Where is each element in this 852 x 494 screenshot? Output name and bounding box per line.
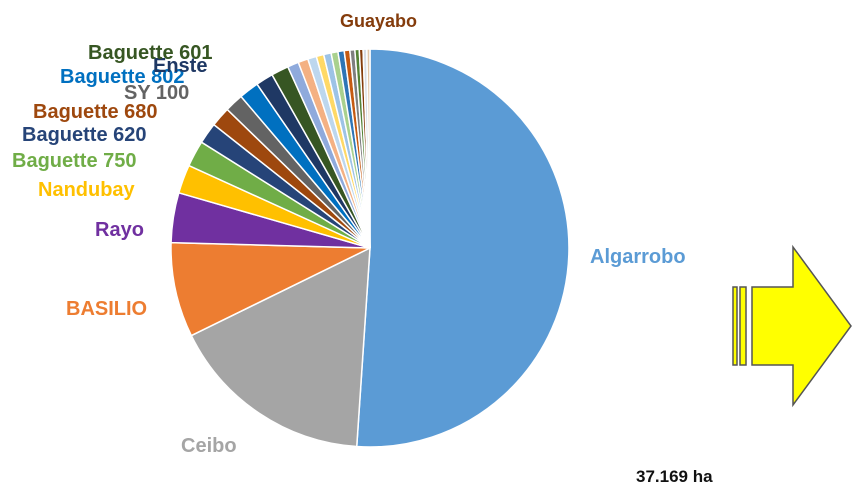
total-area-label: 37.169 ha	[636, 467, 713, 486]
slice-label-baguette-750: Baguette 750	[12, 150, 137, 172]
arrow-head	[751, 244, 852, 408]
slice-label-baguette-620: Baguette 620	[22, 124, 147, 146]
arrow-bar-2	[739, 286, 747, 366]
slice-label-baguette-680: Baguette 680	[33, 101, 158, 123]
slice-label-baguette-601: Baguette 601	[88, 42, 213, 64]
slice-label-baguette-802: Baguette 802	[60, 66, 185, 88]
pie-slice-unlabeled-24	[366, 48, 371, 249]
slice-label-ceibo: Ceibo	[181, 435, 237, 457]
pie-slices	[170, 48, 570, 448]
slice-label-guayabo: Guayabo	[340, 11, 417, 31]
arrow-bar-1	[732, 286, 738, 366]
pie-slice-ceibo	[190, 246, 371, 448]
slice-label-enste: Enste	[153, 55, 207, 77]
slice-label-algarrobo: Algarrobo	[590, 246, 686, 268]
slice-label-rayo: Rayo	[95, 219, 144, 241]
slice-label-nandubay: Nandubay	[38, 179, 136, 201]
pie-labels: Algarrobo Ceibo BASILIO Rayo Nandubay Baguett…	[12, 11, 686, 457]
pie-slice-basilio	[170, 241, 371, 337]
slice-label-basilio: BASILIO	[66, 298, 147, 320]
pie-slice-algarrobo	[355, 48, 570, 448]
right-arrow-icon	[732, 244, 852, 408]
slice-label-sy-100: SY 100	[124, 82, 189, 104]
